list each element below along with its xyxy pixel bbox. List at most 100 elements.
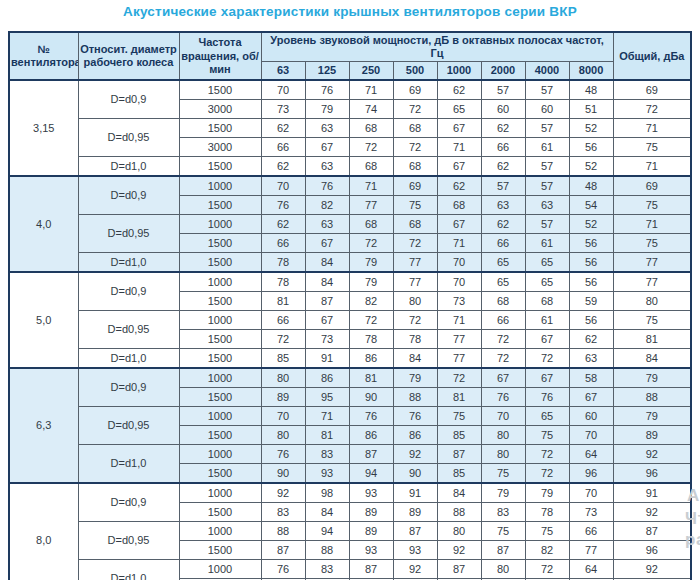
spl-value-cell: 61 xyxy=(525,234,569,253)
diameter-cell: D=d0,9 xyxy=(78,368,179,407)
spl-value-cell: 56 xyxy=(569,253,613,273)
spl-value-cell: 68 xyxy=(393,157,437,177)
diameter-cell: D=d1,0 xyxy=(78,560,179,580)
total-dba-cell: 75 xyxy=(613,311,691,330)
spl-value-cell: 90 xyxy=(393,464,437,484)
spl-value-cell: 72 xyxy=(437,368,481,388)
spl-value-cell: 62 xyxy=(481,119,525,138)
rpm-cell: 3000 xyxy=(179,100,261,119)
spl-value-cell: 82 xyxy=(349,292,393,311)
spl-value-cell: 80 xyxy=(481,560,525,579)
spl-value-cell: 63 xyxy=(481,196,525,215)
spl-value-cell: 76 xyxy=(393,407,437,426)
total-dba-cell: 71 xyxy=(613,157,691,177)
spl-value-cell: 70 xyxy=(569,483,613,503)
spl-value-cell: 75 xyxy=(393,196,437,215)
spl-value-cell: 73 xyxy=(305,330,349,349)
diameter-cell: D=d0,95 xyxy=(78,119,179,157)
spl-value-cell: 52 xyxy=(569,119,613,138)
spl-value-cell: 93 xyxy=(349,483,393,503)
spl-value-cell: 92 xyxy=(393,445,437,464)
spl-value-cell: 64 xyxy=(569,560,613,579)
rpm-cell: 1000 xyxy=(179,311,261,330)
spl-value-cell: 98 xyxy=(305,483,349,503)
spl-value-cell: 70 xyxy=(437,253,481,273)
spl-value-cell: 57 xyxy=(525,119,569,138)
spl-value-cell: 82 xyxy=(525,541,569,560)
spl-value-cell: 57 xyxy=(481,176,525,196)
spl-value-cell: 72 xyxy=(481,330,525,349)
spl-value-cell: 90 xyxy=(261,464,305,484)
rpm-cell: 1500 xyxy=(179,253,261,273)
spl-value-cell: 65 xyxy=(525,253,569,273)
rpm-cell: 1000 xyxy=(179,445,261,464)
diameter-cell: D=d0,9 xyxy=(78,80,179,119)
spl-value-cell: 63 xyxy=(305,119,349,138)
spl-value-cell: 88 xyxy=(437,503,481,522)
spl-value-cell: 59 xyxy=(569,292,613,311)
diameter-cell: D=d0,9 xyxy=(78,176,179,215)
fan-number-cell: 3,15 xyxy=(9,80,78,176)
spl-value-cell: 76 xyxy=(305,176,349,196)
spl-value-cell: 68 xyxy=(349,157,393,177)
table-body: 3,15D=d0,9150070767169625757486930007379… xyxy=(9,80,691,580)
rpm-cell: 1000 xyxy=(179,522,261,541)
rpm-cell: 1500 xyxy=(179,196,261,215)
spl-value-cell: 94 xyxy=(349,464,393,484)
diameter-cell: D=d1,0 xyxy=(78,253,179,273)
spl-value-cell: 74 xyxy=(349,100,393,119)
spl-value-cell: 67 xyxy=(437,215,481,234)
spl-value-cell: 92 xyxy=(437,541,481,560)
watermark-fragment: ра xyxy=(685,530,700,550)
spl-value-cell: 67 xyxy=(569,388,613,407)
spl-value-cell: 81 xyxy=(437,388,481,407)
acoustic-characteristics-table: № вентилятора Относит. диаметр рабочего … xyxy=(8,31,692,580)
spl-value-cell: 72 xyxy=(525,464,569,484)
spl-value-cell: 56 xyxy=(569,311,613,330)
spl-value-cell: 83 xyxy=(261,503,305,522)
spl-value-cell: 87 xyxy=(261,541,305,560)
diameter-cell: D=d0,95 xyxy=(78,311,179,349)
spl-value-cell: 93 xyxy=(349,541,393,560)
spl-value-cell: 73 xyxy=(437,292,481,311)
spl-value-cell: 87 xyxy=(437,560,481,579)
spl-value-cell: 82 xyxy=(305,196,349,215)
spl-value-cell: 61 xyxy=(525,138,569,157)
spl-value-cell: 52 xyxy=(569,157,613,177)
spl-value-cell: 75 xyxy=(481,464,525,484)
page: Акустические характеристики крышных вент… xyxy=(0,0,700,580)
spl-value-cell: 96 xyxy=(569,464,613,484)
rpm-cell: 1500 xyxy=(179,349,261,369)
spl-value-cell: 61 xyxy=(525,311,569,330)
spl-value-cell: 56 xyxy=(569,138,613,157)
spl-value-cell: 64 xyxy=(569,445,613,464)
total-dba-cell: 96 xyxy=(613,541,691,560)
spl-value-cell: 79 xyxy=(349,272,393,292)
spl-value-cell: 81 xyxy=(305,426,349,445)
spl-value-cell: 87 xyxy=(481,541,525,560)
diameter-cell: D=d0,9 xyxy=(78,272,179,311)
total-dba-cell: 77 xyxy=(613,253,691,273)
spl-value-cell: 62 xyxy=(437,176,481,196)
header-freq-1000: 1000 xyxy=(437,62,481,81)
spl-value-cell: 62 xyxy=(261,215,305,234)
spl-value-cell: 65 xyxy=(481,272,525,292)
header-freq-250: 250 xyxy=(349,62,393,81)
watermark-fragment: Чт xyxy=(685,509,700,529)
spl-value-cell: 67 xyxy=(525,330,569,349)
spl-value-cell: 80 xyxy=(261,426,305,445)
spl-value-cell: 78 xyxy=(261,272,305,292)
spl-value-cell: 65 xyxy=(525,407,569,426)
spl-value-cell: 66 xyxy=(481,311,525,330)
spl-value-cell: 79 xyxy=(393,368,437,388)
spl-value-cell: 86 xyxy=(349,349,393,369)
total-dba-cell: 92 xyxy=(613,560,691,579)
spl-value-cell: 51 xyxy=(569,100,613,119)
spl-value-cell: 90 xyxy=(349,388,393,407)
spl-value-cell: 70 xyxy=(569,426,613,445)
rpm-cell: 1500 xyxy=(179,464,261,484)
spl-value-cell: 70 xyxy=(261,80,305,100)
spl-value-cell: 76 xyxy=(305,80,349,100)
spl-value-cell: 84 xyxy=(305,253,349,273)
spl-value-cell: 58 xyxy=(569,368,613,388)
